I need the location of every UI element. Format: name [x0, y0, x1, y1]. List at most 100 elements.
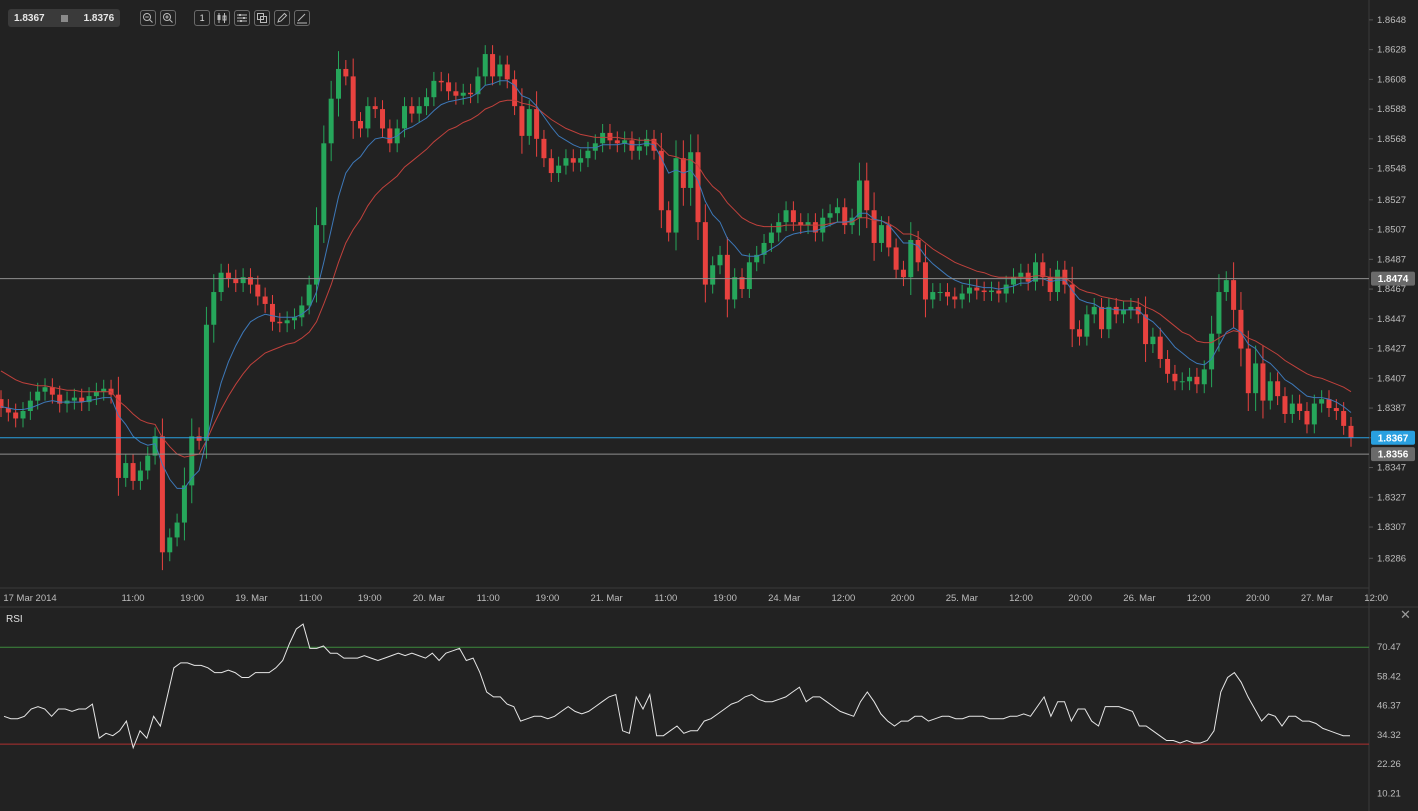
candle-body	[1077, 329, 1083, 337]
candle-body	[1297, 403, 1303, 412]
indicators-icon[interactable]	[234, 10, 251, 26]
candle	[1245, 330, 1251, 412]
candle-body	[115, 394, 121, 478]
candle-body	[167, 537, 173, 553]
candle	[460, 83, 466, 105]
price-tick-label: 1.8507	[1377, 225, 1406, 236]
candle	[541, 129, 547, 168]
candle	[768, 223, 774, 252]
candle-body	[86, 396, 92, 403]
close-icon[interactable]: ✕	[1400, 607, 1411, 622]
quote-separator-icon	[60, 14, 68, 22]
candle-body	[563, 158, 569, 166]
time-label: 11:00	[477, 593, 500, 604]
candle-body	[262, 296, 268, 304]
candle	[1326, 390, 1332, 417]
zoom-in-icon[interactable]	[160, 10, 177, 26]
candle-body	[768, 232, 774, 243]
candle-body	[130, 463, 136, 481]
candle-body	[277, 321, 283, 324]
candle-body	[181, 485, 187, 523]
candle	[717, 245, 723, 275]
candle-body	[886, 225, 892, 248]
candle-body	[1223, 280, 1229, 293]
candle	[783, 201, 789, 232]
candle-body	[240, 277, 246, 284]
candle-body	[409, 106, 415, 114]
candle	[1040, 253, 1046, 287]
candle-body	[1011, 277, 1016, 285]
chart-type-icon[interactable]	[214, 10, 231, 26]
candle	[915, 231, 921, 272]
candle-body	[438, 80, 444, 83]
candle-body	[1172, 373, 1178, 382]
candle-body	[1113, 306, 1119, 315]
candle	[468, 83, 474, 104]
candle	[585, 141, 591, 168]
candle	[225, 263, 231, 288]
price-tick-label: 1.8387	[1377, 403, 1406, 414]
candle	[959, 284, 965, 309]
candle	[1003, 275, 1009, 303]
price-tick-label: 1.8286	[1377, 553, 1406, 564]
time-label: 19:00	[358, 593, 382, 604]
draw-icon[interactable]	[274, 10, 291, 26]
candle-body	[864, 180, 870, 211]
time-label: 19. Mar	[235, 593, 267, 604]
candle-body	[981, 290, 987, 293]
candle-body	[702, 222, 708, 285]
candle	[1084, 305, 1090, 346]
level-tag	[1371, 447, 1415, 462]
candle-body	[196, 436, 202, 441]
candle-body	[1047, 277, 1053, 293]
price-tick-label: 1.8588	[1377, 104, 1406, 115]
candle-body	[416, 106, 422, 114]
candle-body	[842, 207, 848, 226]
candle-body	[225, 272, 231, 279]
candle-body	[812, 222, 818, 233]
candle-body	[284, 320, 290, 324]
draw-tools-icon[interactable]	[294, 10, 311, 26]
candle-body	[306, 284, 312, 306]
candle	[1216, 274, 1222, 352]
candle-body	[137, 470, 143, 481]
candle	[1055, 260, 1061, 301]
price-tick-label: 1.8307	[1377, 522, 1406, 533]
candle-body	[556, 165, 562, 174]
candle-body	[255, 284, 261, 297]
level-label: 1.8367	[1378, 433, 1409, 444]
candle	[644, 129, 650, 156]
candle	[666, 201, 672, 242]
candle	[790, 201, 796, 232]
timeframe-button[interactable]: 1	[194, 10, 211, 26]
candle	[1165, 350, 1171, 383]
price-levels: 1.8474 1.8367 1.8356	[0, 271, 1415, 462]
candle	[886, 216, 892, 257]
candle	[1091, 297, 1097, 324]
candle-body	[49, 387, 55, 395]
candle	[1106, 297, 1112, 339]
candle-body	[1040, 262, 1046, 278]
candle-body	[20, 411, 26, 419]
candle-body	[974, 287, 980, 291]
candle-body	[1143, 314, 1149, 345]
candle-body	[732, 277, 738, 300]
quote-box[interactable]: 1.8367 1.8376	[8, 9, 121, 27]
candle	[387, 119, 393, 153]
candle-body	[453, 91, 459, 96]
candle	[130, 454, 136, 490]
candle-body	[717, 254, 723, 266]
candle-body	[658, 150, 664, 211]
candle-body	[313, 225, 319, 285]
zoom-out-icon[interactable]	[140, 10, 157, 26]
candle-body	[1150, 336, 1156, 345]
price-tick-label: 1.8327	[1377, 492, 1406, 503]
candle-body	[878, 225, 884, 243]
level-label: 1.8474	[1378, 274, 1409, 285]
candle	[1011, 268, 1016, 294]
candle	[900, 260, 906, 287]
candle	[1047, 268, 1053, 301]
compare-icon[interactable]	[254, 10, 271, 26]
candle	[27, 391, 33, 420]
